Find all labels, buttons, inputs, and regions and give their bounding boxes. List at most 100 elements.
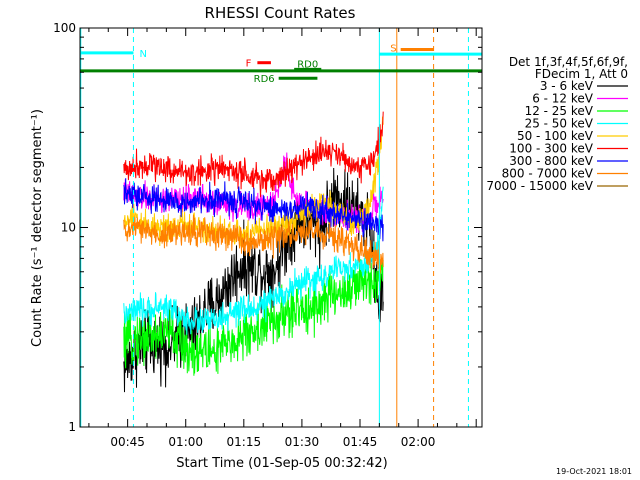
data-point <box>367 280 369 282</box>
data-point <box>309 280 311 282</box>
data-point <box>320 152 322 154</box>
data-point <box>216 320 218 322</box>
data-point <box>123 315 125 317</box>
data-point <box>204 199 206 201</box>
data-point <box>367 167 369 169</box>
data-point <box>239 238 241 240</box>
data-point <box>216 350 218 352</box>
data-point <box>216 302 218 304</box>
data-point <box>344 268 346 270</box>
data-point <box>355 265 357 267</box>
data-point <box>297 207 299 209</box>
data-point <box>193 331 195 333</box>
data-point <box>251 179 253 181</box>
data-point <box>123 343 125 345</box>
data-point <box>344 160 346 162</box>
data-point <box>309 158 311 160</box>
data-point <box>158 227 160 229</box>
series-line-25-50kev <box>123 186 384 335</box>
data-point <box>123 232 125 234</box>
y-tick-label: 10 <box>61 221 76 235</box>
data-point <box>262 207 264 209</box>
data-point <box>262 230 264 232</box>
data-point <box>309 306 311 308</box>
data-point <box>262 271 264 273</box>
data-point <box>158 334 160 336</box>
legend-title-line-1: Det 1f,3f,4f,5f,6f,9f, <box>509 55 628 69</box>
legend-label: 7000 - 15000 keV <box>486 179 593 193</box>
data-point <box>355 220 357 222</box>
legend-label: 12 - 25 keV <box>525 104 594 118</box>
legend-label: 300 - 800 keV <box>509 154 593 168</box>
data-point <box>169 201 171 203</box>
data-point <box>382 176 384 178</box>
data-point <box>204 169 206 171</box>
data-point <box>344 199 346 201</box>
data-point <box>216 234 218 236</box>
data-point <box>193 173 195 175</box>
data-point <box>123 366 125 368</box>
data-point <box>344 290 346 292</box>
legend-label: 6 - 12 keV <box>532 92 594 106</box>
series-line-800-7000kev <box>123 215 384 274</box>
data-point <box>355 164 357 166</box>
data-point <box>274 320 276 322</box>
data-point <box>204 230 206 232</box>
data-point <box>146 196 148 198</box>
annotation-label-n: N <box>139 49 146 60</box>
x-tick-label: 00:45 <box>110 435 145 449</box>
data-point <box>297 283 299 285</box>
data-point <box>146 337 148 339</box>
data-point <box>382 111 384 113</box>
annotation-label-f: F <box>246 59 252 70</box>
data-point <box>251 331 253 333</box>
data-point <box>169 331 171 333</box>
data-point <box>286 236 288 238</box>
data-point <box>320 277 322 279</box>
series-line-300-800kev <box>123 178 384 242</box>
data-point <box>332 149 334 151</box>
data-point <box>135 311 137 313</box>
data-point <box>123 169 125 171</box>
data-point <box>332 294 334 296</box>
data-point <box>355 287 357 289</box>
data-point <box>344 217 346 219</box>
data-point <box>135 165 137 167</box>
series-group <box>123 111 384 393</box>
data-point <box>239 337 241 339</box>
series-line-12-25kev <box>123 258 384 376</box>
data-point <box>382 290 384 292</box>
series-line-50-100kev <box>123 116 384 247</box>
data-point <box>181 318 183 320</box>
data-point <box>320 227 322 229</box>
legend-title-line-2: FDecim 1, Att 0 <box>535 67 628 81</box>
data-point <box>228 199 230 201</box>
legend-label: 800 - 7000 keV <box>502 167 594 181</box>
data-point <box>228 343 230 345</box>
data-point <box>262 304 264 306</box>
data-point <box>382 271 384 273</box>
data-point <box>239 265 241 267</box>
data-point <box>239 207 241 209</box>
data-point <box>251 240 253 242</box>
data-point <box>158 165 160 167</box>
x-tick-label: 01:15 <box>227 435 262 449</box>
data-point <box>228 315 230 317</box>
data-point <box>286 222 288 224</box>
data-point <box>274 208 276 210</box>
data-point <box>297 311 299 313</box>
data-point <box>158 306 160 308</box>
data-point <box>181 203 183 205</box>
data-point <box>367 208 369 210</box>
data-point <box>320 232 322 234</box>
data-point <box>274 179 276 181</box>
annotation-label-s: S <box>390 44 396 55</box>
data-point <box>289 186 291 188</box>
data-point <box>228 283 230 285</box>
data-point <box>367 253 369 255</box>
data-point <box>193 201 195 203</box>
data-point <box>181 343 183 345</box>
y-tick-label: 100 <box>53 21 76 35</box>
data-point <box>135 195 137 197</box>
data-point <box>382 222 384 224</box>
